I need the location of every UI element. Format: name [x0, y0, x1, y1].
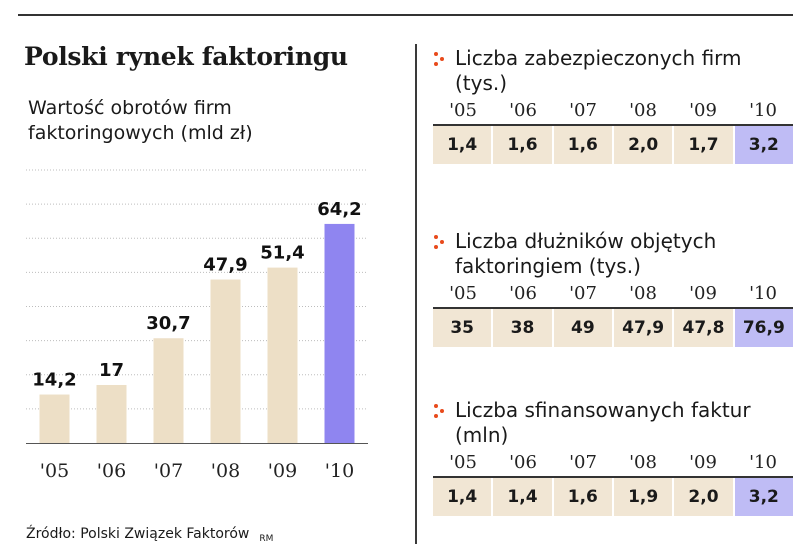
value-cell: 2,0 — [613, 126, 673, 164]
bar — [39, 394, 70, 443]
year-label: '08 — [629, 100, 657, 121]
year-label: '08 — [629, 283, 657, 304]
vertical-divider — [415, 44, 417, 544]
source-note: Źródło: Polski Związek Faktorów RM — [26, 526, 273, 544]
value-cell: 1,6 — [553, 478, 612, 516]
year-label: '07 — [569, 452, 597, 473]
data-label: 64,2 — [317, 199, 361, 220]
data-label: 17 — [99, 360, 124, 381]
top-rule — [18, 14, 793, 16]
year-label: '05 — [449, 100, 477, 121]
source-text: Źródło: Polski Związek Faktorów — [26, 526, 250, 542]
year-label: '07 — [569, 100, 597, 121]
year-label: '10 — [749, 100, 777, 121]
value-cell: 47,9 — [613, 309, 673, 347]
value-cell-highlight: 76,9 — [734, 309, 793, 347]
page-title: Polski rynek faktoringu — [24, 42, 348, 71]
panel-debtors: Liczba dłużników objętych faktoringiem (… — [433, 229, 793, 347]
year-label: '09 — [689, 283, 717, 304]
x-tick-label: '08 — [211, 460, 240, 482]
author-initials: RM — [259, 534, 274, 544]
value-cell: 1,4 — [493, 478, 552, 516]
panel-title: Liczba dłużników objętych faktoringiem (… — [455, 229, 717, 278]
bar — [267, 267, 298, 443]
bullet-dots-icon — [434, 404, 444, 418]
data-label: 51,4 — [260, 243, 304, 264]
value-row: 1,4 1,6 1,6 2,0 1,7 3,2 — [433, 124, 793, 164]
year-label: '05 — [449, 452, 477, 473]
value-cell-highlight: 3,2 — [734, 126, 793, 164]
value-cell: 2,0 — [674, 478, 733, 516]
year-label: '10 — [749, 283, 777, 304]
chart-subtitle: Wartość obrotów firm faktoringowych (mld… — [28, 97, 253, 144]
value-cell-highlight: 3,2 — [734, 478, 793, 516]
value-cell: 1,4 — [433, 478, 492, 516]
data-label: 47,9 — [203, 255, 247, 276]
year-row: '05 '06 '07 '08 '09 '10 — [433, 100, 793, 121]
bar — [210, 279, 241, 443]
panel-header: Liczba dłużników objętych faktoringiem (… — [433, 229, 793, 279]
bar — [324, 223, 355, 443]
bar — [96, 384, 127, 443]
bar — [153, 338, 184, 443]
panel-secured-firms: Liczba zabezpieczonych firm (tys.) '05 '… — [433, 46, 793, 164]
value-cell: 49 — [553, 309, 612, 347]
value-cell: 1,4 — [433, 126, 492, 164]
data-label: 14,2 — [32, 370, 76, 391]
value-cell: 35 — [433, 309, 492, 347]
year-label: '10 — [749, 452, 777, 473]
value-cell: 1,6 — [553, 126, 612, 164]
year-label: '07 — [569, 283, 597, 304]
panel-header: Liczba zabezpieczonych firm (tys.) — [433, 46, 793, 96]
year-label: '06 — [509, 452, 537, 473]
value-row: 1,4 1,4 1,6 1,9 2,0 3,2 — [433, 476, 793, 516]
value-cell: 1,6 — [493, 126, 552, 164]
year-label: '05 — [449, 283, 477, 304]
bar-chart: 14,2 '05 17 '06 30,7 '07 47,9 '08 51,4 '09 64,2 '10 — [26, 169, 368, 482]
data-label: 30,7 — [146, 313, 190, 334]
year-row: '05 '06 '07 '08 '09 '10 — [433, 283, 793, 304]
year-label: '06 — [509, 283, 537, 304]
x-tick-label: '10 — [325, 460, 354, 482]
value-cell: 1,7 — [674, 126, 733, 164]
panel-title: Liczba zabezpieczonych firm (tys.) — [455, 46, 742, 95]
x-tick-label: '06 — [97, 460, 126, 482]
panel-title: Liczba sfinansowanych faktur (mln) — [455, 398, 751, 447]
year-label: '09 — [689, 452, 717, 473]
value-cell: 1,9 — [613, 478, 673, 516]
value-cell: 47,8 — [674, 309, 733, 347]
value-cell: 38 — [493, 309, 552, 347]
year-label: '09 — [689, 100, 717, 121]
panel-header: Liczba sfinansowanych faktur (mln) — [433, 398, 793, 448]
x-tick-label: '09 — [268, 460, 297, 482]
x-tick-label: '07 — [154, 460, 183, 482]
x-tick-label: '05 — [40, 460, 69, 482]
bullet-dots-icon — [434, 52, 444, 66]
value-row: 35 38 49 47,9 47,8 76,9 — [433, 307, 793, 347]
bullet-dots-icon — [434, 235, 444, 249]
year-label: '06 — [509, 100, 537, 121]
panel-invoices: Liczba sfinansowanych faktur (mln) '05 '… — [433, 398, 793, 516]
year-row: '05 '06 '07 '08 '09 '10 — [433, 452, 793, 473]
year-label: '08 — [629, 452, 657, 473]
